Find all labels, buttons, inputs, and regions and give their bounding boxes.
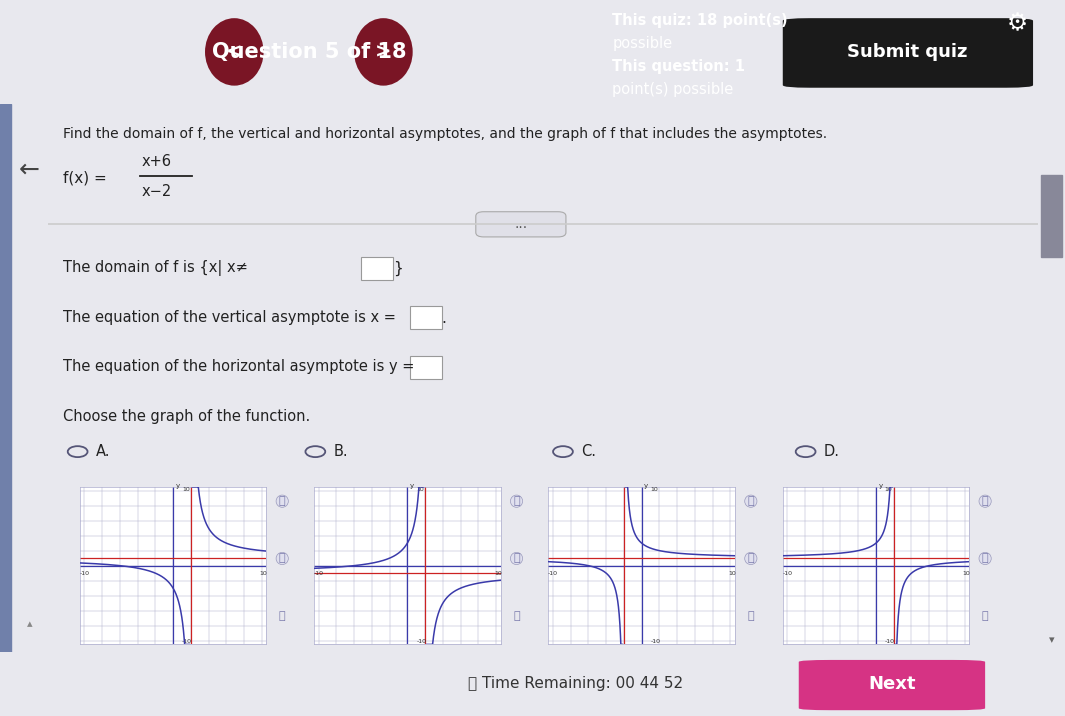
Ellipse shape (204, 18, 264, 86)
Text: This question: 1: This question: 1 (612, 59, 746, 74)
Text: ▾: ▾ (1049, 636, 1054, 646)
Text: The domain of f is {x| x≠: The domain of f is {x| x≠ (63, 260, 248, 276)
Text: -10: -10 (885, 639, 895, 644)
Text: ←: ← (19, 158, 40, 182)
Text: Question 5 of 18: Question 5 of 18 (212, 42, 406, 62)
Text: ▴: ▴ (27, 619, 33, 629)
Text: 10: 10 (260, 571, 267, 576)
Text: 10: 10 (494, 571, 502, 576)
Text: .: . (441, 311, 446, 326)
Text: C.: C. (580, 444, 595, 459)
Text: The equation of the vertical asymptote is x =: The equation of the vertical asymptote i… (63, 310, 396, 325)
Text: -10: -10 (182, 639, 192, 644)
Text: Choose the graph of the function.: Choose the graph of the function. (63, 409, 310, 424)
Text: Ⓐ: Ⓐ (279, 553, 285, 563)
Text: 10: 10 (728, 571, 736, 576)
Text: 10: 10 (182, 487, 190, 492)
Text: -10: -10 (547, 571, 558, 576)
Text: <: < (226, 42, 243, 62)
Text: 10: 10 (651, 487, 658, 492)
FancyBboxPatch shape (410, 306, 442, 329)
Text: Ⓐ: Ⓐ (982, 496, 988, 506)
Text: Ⓐ: Ⓐ (513, 496, 520, 506)
Text: -10: -10 (782, 571, 792, 576)
Text: possible: possible (612, 36, 672, 51)
Bar (1041, 175, 1062, 257)
Text: y: y (879, 483, 883, 489)
Text: -10: -10 (313, 571, 324, 576)
Text: ⧉: ⧉ (748, 611, 754, 621)
Text: Submit quiz: Submit quiz (847, 43, 968, 61)
Text: D.: D. (823, 444, 839, 459)
Text: f(x) =: f(x) = (63, 170, 106, 185)
Text: ...: ... (514, 218, 527, 231)
Text: Find the domain of f, the vertical and horizontal asymptotes, and the graph of f: Find the domain of f, the vertical and h… (63, 127, 826, 141)
Bar (0, 104, 11, 652)
FancyBboxPatch shape (476, 212, 566, 237)
FancyBboxPatch shape (799, 660, 985, 710)
Text: The equation of the horizontal asymptote is y =: The equation of the horizontal asymptote… (63, 359, 414, 374)
Text: }: } (393, 261, 403, 276)
Text: 10: 10 (963, 571, 970, 576)
Text: 10: 10 (885, 487, 892, 492)
Text: ⧉: ⧉ (513, 611, 520, 621)
Text: -10: -10 (651, 639, 660, 644)
Text: ⚙: ⚙ (1006, 11, 1028, 35)
Text: x+6: x+6 (142, 154, 173, 169)
Text: Ⓐ: Ⓐ (513, 553, 520, 563)
Text: -10: -10 (79, 571, 89, 576)
Text: -10: -10 (416, 639, 426, 644)
Text: Ⓐ: Ⓐ (748, 553, 754, 563)
Text: Ⓐ: Ⓐ (748, 496, 754, 506)
Text: Ⓐ: Ⓐ (279, 496, 285, 506)
Text: ⏱ Time Remaining: 00 44 52: ⏱ Time Remaining: 00 44 52 (468, 677, 683, 691)
Text: Next: Next (869, 674, 916, 693)
FancyBboxPatch shape (783, 18, 1033, 88)
Text: y: y (644, 483, 649, 489)
Text: Ⓐ: Ⓐ (982, 553, 988, 563)
Text: This quiz: 18 point(s): This quiz: 18 point(s) (612, 14, 788, 28)
Text: ⧉: ⧉ (982, 611, 988, 621)
Text: y: y (176, 483, 180, 489)
Text: y: y (410, 483, 414, 489)
Ellipse shape (354, 18, 413, 86)
Text: >: > (375, 42, 392, 62)
Text: ⧉: ⧉ (279, 611, 285, 621)
Text: 10: 10 (416, 487, 424, 492)
Text: B.: B. (333, 444, 348, 459)
FancyBboxPatch shape (410, 356, 442, 379)
FancyBboxPatch shape (361, 257, 393, 280)
Text: A.: A. (96, 444, 110, 459)
Text: point(s) possible: point(s) possible (612, 82, 734, 97)
Text: x−2: x−2 (142, 184, 173, 199)
